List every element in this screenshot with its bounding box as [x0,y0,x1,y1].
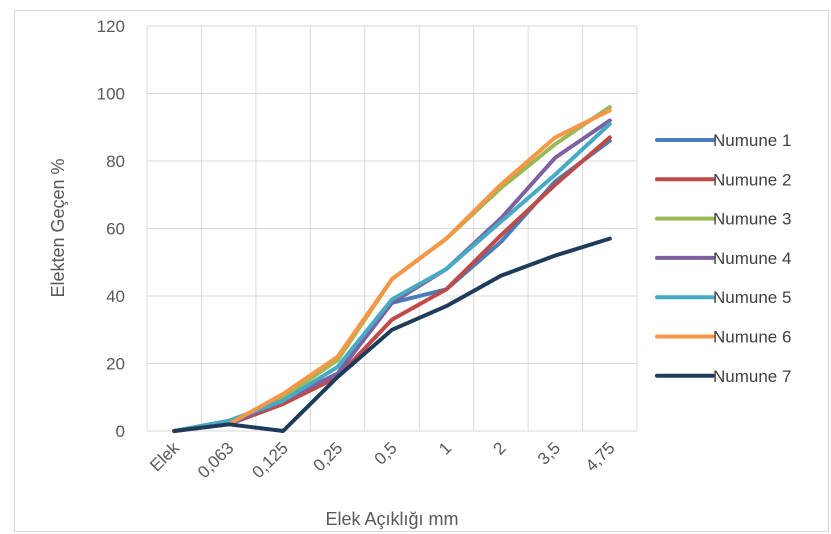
series-line-numune-6 [172,108,612,433]
x-axis-title: Elek Açıklığı mm [325,509,458,529]
legend-label: Numune 5 [713,288,791,307]
x-tick-label: 2 [490,438,510,458]
x-tick-label: 0,5 [371,438,401,468]
x-tick-label: 0,063 [194,438,238,482]
y-tick-label: 40 [106,287,125,306]
y-tick-label: 0 [116,422,125,441]
legend-label: Numune 6 [713,328,791,347]
y-axis-ticks: 0 20 40 60 80 100 120 [97,17,125,441]
series-line-numune-3 [172,105,612,433]
x-tick-label: 0,125 [248,438,292,482]
x-tick-label: 0,25 [310,438,347,475]
legend-label: Numune 4 [713,249,791,268]
y-tick-label: 20 [106,355,125,374]
y-tick-label: 120 [97,17,125,36]
legend-label: Numune 7 [713,367,791,386]
legend: Numune 1 Numune 2 Numune 3 Numune 4 Numune 5… [655,131,791,386]
legend-label: Numune 1 [713,131,791,150]
x-tick-label: Elek [146,438,183,475]
legend-label: Numune 2 [713,170,791,189]
y-tick-label: 60 [106,220,125,239]
series-line-numune-7 [172,236,612,433]
grid [146,25,638,432]
y-tick-label: 100 [97,85,125,104]
chart-area [14,10,829,532]
x-tick-label: 3,5 [534,438,564,468]
x-axis-ticks: Elek 0,063 0,125 0,25 0,5 1 2 3,5 4,75 [146,438,618,482]
y-tick-label: 80 [106,152,125,171]
series-lines [172,105,612,433]
legend-label: Numune 3 [713,210,791,229]
x-tick-label: 4,75 [582,438,619,475]
series-line-numune-4 [172,118,612,433]
x-tick-label: 1 [435,438,455,458]
y-axis-title: Elekten Geçen % [48,158,68,297]
